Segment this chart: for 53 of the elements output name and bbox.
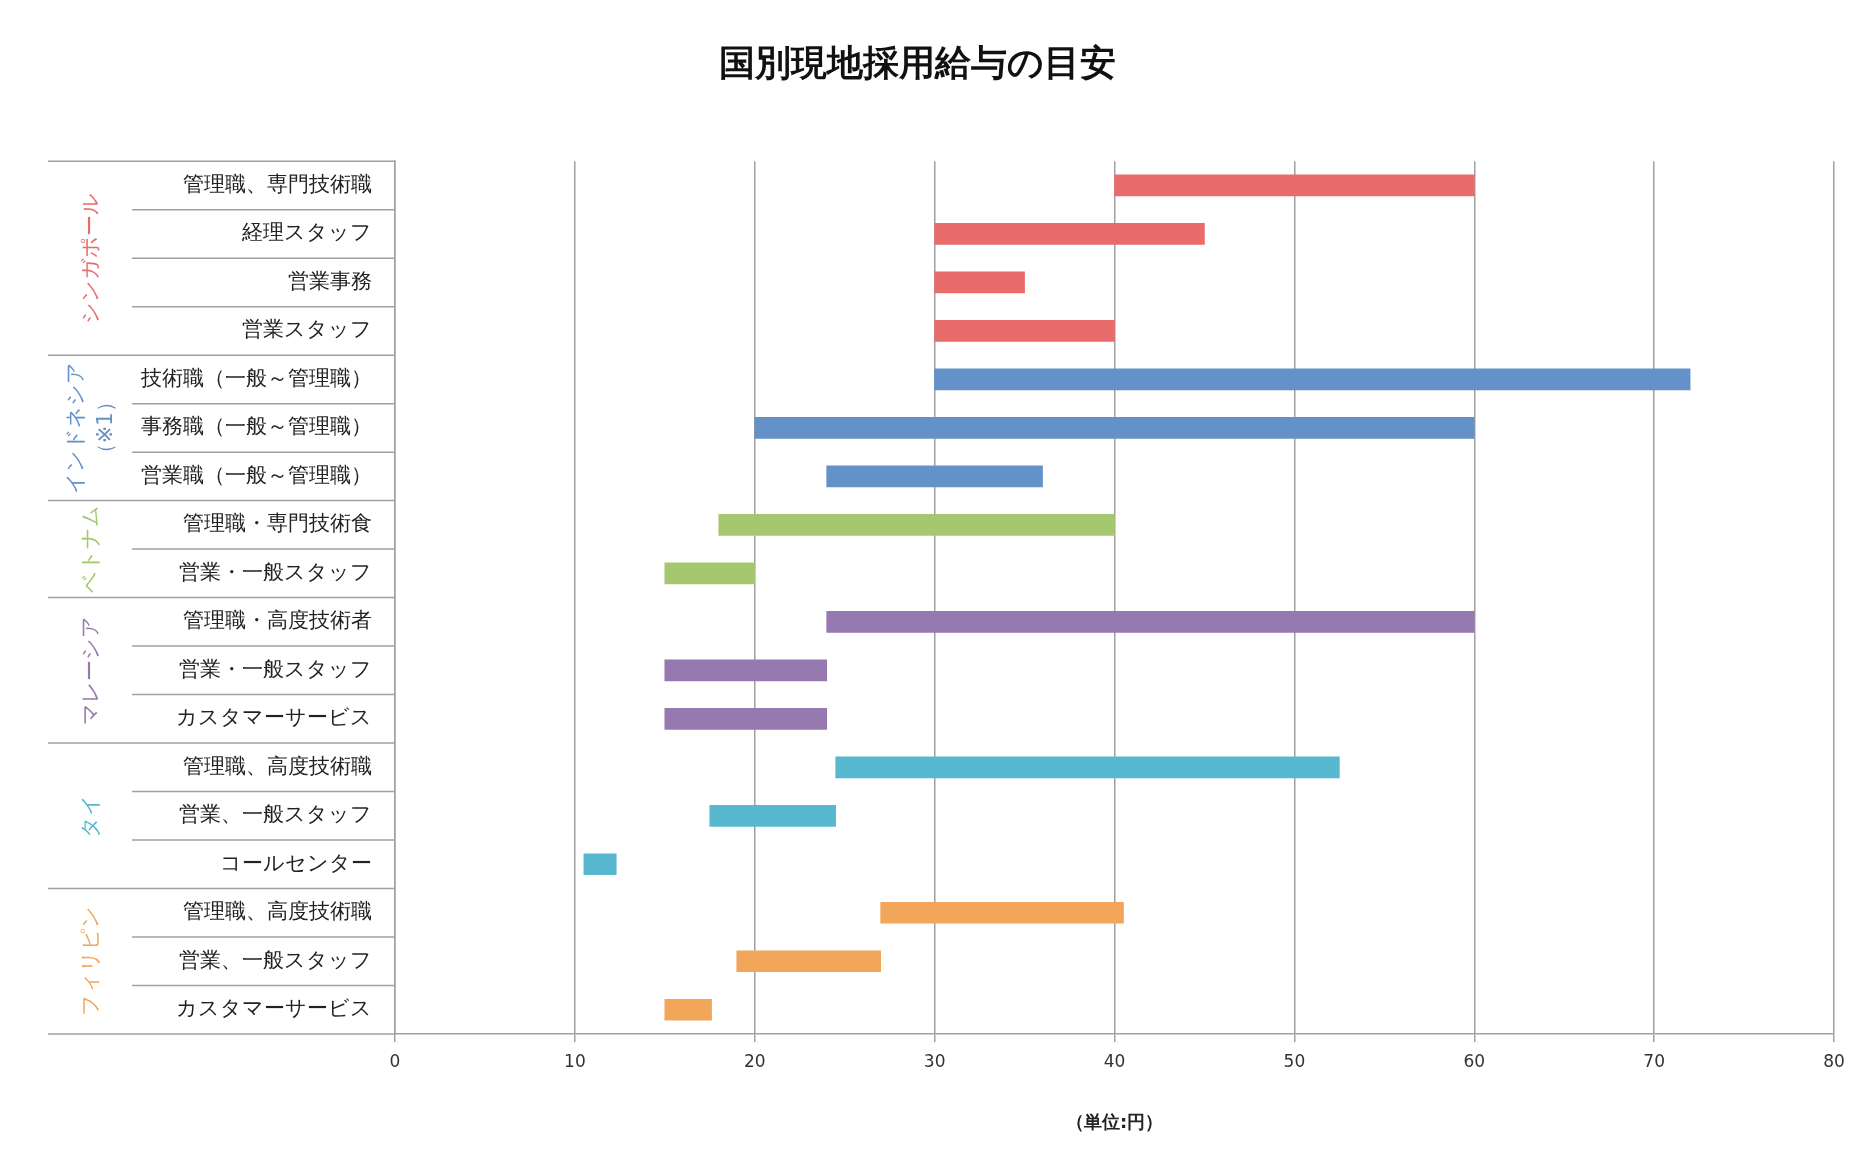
x-tick-label: 60	[1463, 1050, 1486, 1071]
y-tick-label: 経理スタッフ	[241, 220, 372, 245]
x-tick-label: 20	[743, 1050, 766, 1071]
y-tick-label: 営業、一般スタッフ	[179, 947, 372, 972]
x-tick-label: 70	[1643, 1050, 1665, 1071]
bar	[736, 950, 881, 973]
x-tick-label: 30	[923, 1050, 946, 1071]
bar	[880, 901, 1124, 924]
x-axis-title: （単位:円）	[1065, 1110, 1164, 1132]
y-tick-label: 営業、一般スタッフ	[179, 802, 372, 827]
y-tick-label: 営業事務	[288, 268, 372, 293]
bar	[934, 368, 1691, 391]
text: ベトナム	[78, 505, 103, 594]
x-tick-label: 50	[1283, 1050, 1306, 1071]
x-tick-label: 80	[1823, 1050, 1845, 1071]
y-tick-label: 管理職、高度技術職	[183, 899, 372, 924]
y-tick-label: 営業・一般スタッフ	[179, 559, 372, 584]
x-tick-label: 40	[1103, 1050, 1126, 1071]
chart-title: 国別現地採用給与の目安	[718, 41, 1116, 83]
y-tick-label: 管理職・高度技術者	[183, 608, 372, 633]
y-tick-label: 営業・一般スタッフ	[179, 656, 372, 681]
bar	[826, 465, 1043, 488]
bar	[583, 853, 617, 876]
y-tick-label: コールセンター	[220, 850, 372, 875]
text: タイ	[78, 793, 103, 838]
bar	[718, 514, 1115, 536]
x-tick-label: 0	[389, 1050, 401, 1071]
text: シンガポール	[78, 192, 103, 324]
bar	[1114, 174, 1475, 197]
y-tick-label: カスタマーサービス	[176, 996, 372, 1021]
bar	[664, 659, 828, 682]
text: フィリピン	[78, 906, 103, 1017]
bar	[934, 271, 1025, 294]
bar	[826, 611, 1475, 633]
bar	[664, 562, 756, 585]
bar	[754, 417, 1475, 439]
y-tick-label: 営業職（一般～管理職）	[141, 462, 372, 487]
bar	[835, 756, 1340, 779]
y-tick-label: 技術職（一般～管理職）	[140, 365, 372, 390]
x-tick-label: 10	[564, 1050, 586, 1071]
bar	[709, 804, 837, 827]
y-tick-label: 事務職（一般～管理職）	[141, 414, 372, 439]
text: インドネシア（※1）	[63, 361, 118, 494]
y-tick-label: 管理職、高度技術職	[183, 753, 372, 778]
bar	[934, 320, 1115, 342]
y-tick-label: 管理職、専門技術職	[183, 171, 372, 196]
bar	[664, 998, 712, 1021]
y-tick-label: 営業スタッフ	[242, 317, 372, 342]
y-tick-label: 管理職・専門技術食	[183, 511, 372, 536]
bar	[664, 707, 828, 730]
text: マレーシア	[78, 615, 103, 725]
bar	[934, 223, 1205, 245]
y-tick-label: カスタマーサービス	[176, 705, 372, 730]
